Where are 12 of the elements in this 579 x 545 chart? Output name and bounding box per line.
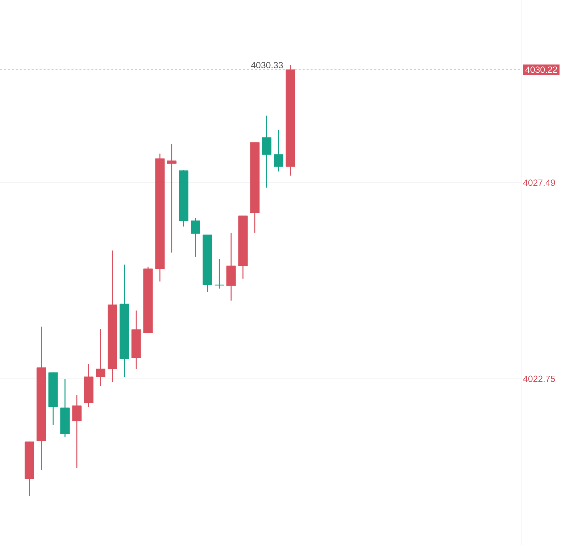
candlestick [262,115,272,188]
ref-line-label: 4030.22 [526,66,558,74]
candlestick [214,258,224,290]
candlestick [274,129,284,172]
candlestick [226,232,236,302]
y-tick-label: 4027.49 [523,180,556,186]
candlestick [96,328,106,387]
candlestick [191,218,200,258]
y-tick-label: 4022.75 [523,376,556,382]
candlestick [167,144,177,254]
candlestick [72,394,82,469]
annotation: 4030.33 [251,62,284,69]
